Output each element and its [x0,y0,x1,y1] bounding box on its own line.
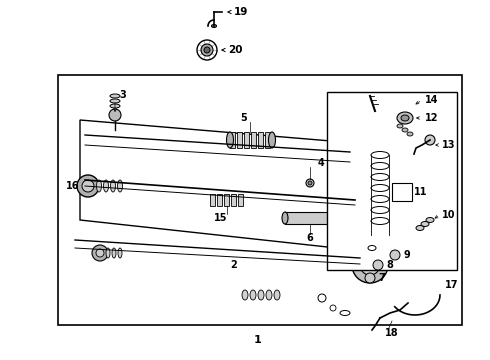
Ellipse shape [110,104,120,108]
Text: 18: 18 [385,328,399,338]
Bar [258,132,263,148]
Bar [251,132,256,148]
Circle shape [77,175,99,197]
Ellipse shape [416,225,424,230]
Circle shape [109,109,121,121]
Circle shape [390,250,400,260]
Ellipse shape [112,248,116,258]
Ellipse shape [250,290,256,300]
Ellipse shape [421,221,429,226]
Bar [230,132,235,148]
Text: 2: 2 [230,260,237,270]
Text: 20: 20 [228,45,243,55]
Ellipse shape [118,248,122,258]
Text: 10: 10 [442,210,456,220]
Ellipse shape [402,128,408,132]
Bar [327,92,457,270]
Bar [265,132,270,148]
Ellipse shape [111,180,116,192]
Ellipse shape [371,185,389,192]
Ellipse shape [397,124,403,128]
Ellipse shape [371,162,389,170]
Ellipse shape [371,217,389,225]
Ellipse shape [266,290,272,300]
Text: 6: 6 [306,233,313,243]
Ellipse shape [274,290,280,300]
Ellipse shape [282,212,288,224]
Circle shape [318,294,326,302]
Ellipse shape [308,181,312,185]
Ellipse shape [397,112,413,124]
Circle shape [360,255,380,275]
Text: 1: 1 [254,335,262,345]
Ellipse shape [371,174,389,180]
Ellipse shape [401,115,409,121]
Circle shape [92,245,108,261]
Ellipse shape [226,132,234,148]
Ellipse shape [103,180,108,192]
Bar [392,183,412,201]
Circle shape [352,247,388,283]
Circle shape [365,273,375,283]
Text: 5: 5 [240,113,247,123]
Circle shape [201,44,213,56]
Ellipse shape [368,246,376,251]
Bar [224,194,229,206]
Circle shape [330,305,336,311]
Text: 9: 9 [403,250,410,260]
Text: 15: 15 [214,213,227,223]
Ellipse shape [97,180,101,192]
Bar [244,132,249,148]
Ellipse shape [353,194,357,196]
Circle shape [425,135,435,145]
Ellipse shape [367,204,369,206]
Circle shape [373,260,383,270]
Text: 8: 8 [386,260,393,270]
Ellipse shape [371,152,389,158]
Ellipse shape [340,310,350,315]
Ellipse shape [212,24,217,27]
Ellipse shape [118,180,122,192]
Bar [237,132,242,148]
Circle shape [197,40,217,60]
Bar [238,194,243,206]
Ellipse shape [371,207,389,213]
Text: 4: 4 [318,158,325,168]
Bar [285,212,335,224]
Ellipse shape [110,99,120,103]
Ellipse shape [351,193,359,198]
Ellipse shape [110,94,120,98]
Ellipse shape [258,290,264,300]
Text: 16: 16 [66,181,79,191]
Circle shape [82,180,94,192]
Circle shape [204,47,210,53]
Bar [217,194,222,206]
Ellipse shape [426,217,434,222]
Bar [231,194,236,206]
Bar [58,75,462,325]
Text: 19: 19 [234,7,248,17]
Ellipse shape [242,290,248,300]
Ellipse shape [371,195,389,202]
Text: 12: 12 [425,113,439,123]
Ellipse shape [269,132,275,148]
Ellipse shape [106,248,110,258]
Ellipse shape [407,132,413,136]
Text: 3: 3 [119,90,126,100]
Text: 14: 14 [425,95,439,105]
Ellipse shape [365,202,371,207]
Text: 13: 13 [442,140,456,150]
Ellipse shape [332,212,338,224]
Bar [210,194,215,206]
Circle shape [365,260,375,270]
Circle shape [96,249,104,257]
Ellipse shape [306,179,314,187]
Text: 17: 17 [445,280,459,290]
Text: 11: 11 [414,187,427,197]
Text: 7: 7 [378,273,385,283]
